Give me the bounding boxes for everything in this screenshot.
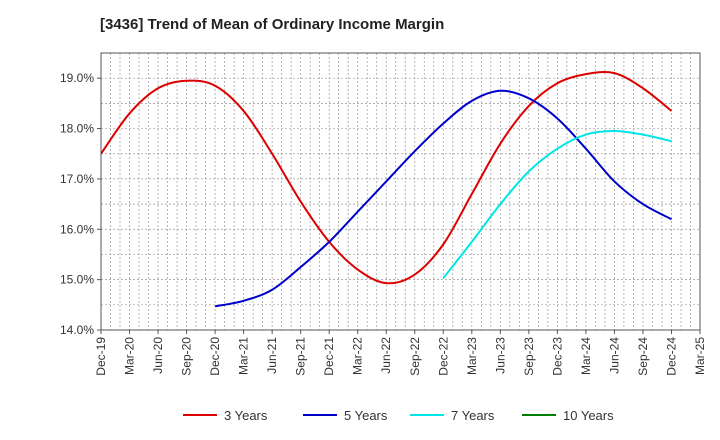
x-tick-label: Dec-19 <box>94 337 108 376</box>
legend-label-10-years: 10 Years <box>563 408 614 423</box>
x-tick-label: Sep-24 <box>636 337 650 376</box>
x-tick-label: Jun-22 <box>379 337 393 374</box>
x-tick-label: Mar-20 <box>123 337 137 375</box>
x-tick-label: Jun-23 <box>493 337 507 374</box>
y-tick-label: 17.0% <box>60 172 94 186</box>
y-tick-label: 19.0% <box>60 71 94 85</box>
x-tick-label: Dec-20 <box>208 337 222 376</box>
x-tick-label: Dec-23 <box>550 337 564 376</box>
series-lines <box>100 70 673 308</box>
x-tick-label: Dec-22 <box>436 337 450 376</box>
legend-label-3-years: 3 Years <box>224 408 268 423</box>
y-tick-label: 18.0% <box>60 122 94 136</box>
x-tick-label: Jun-24 <box>607 337 621 374</box>
legend: 3 Years 5 Years 7 Years 10 Years <box>183 408 614 423</box>
x-tick-label: Mar-24 <box>579 337 593 375</box>
axis-ticks: 14.0% 15.0% 16.0% 17.0% 18.0% 19.0% Dec-19 Mar-… <box>60 71 707 376</box>
series-line-7-years <box>442 130 672 279</box>
y-tick-label: 14.0% <box>60 323 94 337</box>
legend-label-7-years: 7 Years <box>451 408 495 423</box>
x-tick-label: Mar-21 <box>237 337 251 375</box>
x-tick-label: Sep-23 <box>522 337 536 376</box>
x-tick-label: Jun-21 <box>265 337 279 374</box>
y-tick-label: 16.0% <box>60 222 94 236</box>
x-tick-label: Dec-21 <box>322 337 336 376</box>
y-tick-label: 15.0% <box>60 273 94 287</box>
x-tick-label: Sep-22 <box>408 337 422 376</box>
gridlines <box>101 52 700 330</box>
series-line-5-years <box>214 89 672 308</box>
x-tick-label: Mar-22 <box>351 337 365 375</box>
x-tick-label: Sep-21 <box>294 337 308 376</box>
x-tick-label: Jun-20 <box>151 337 165 374</box>
x-tick-label: Dec-24 <box>664 337 678 376</box>
x-tick-label: Mar-25 <box>693 337 707 375</box>
legend-label-5-years: 5 Years <box>344 408 388 423</box>
x-tick-label: Mar-23 <box>465 337 479 375</box>
plot-area-border <box>100 52 701 331</box>
x-tick-label: Sep-20 <box>180 337 194 376</box>
series-line-3-years <box>100 70 673 285</box>
chart-title: [3436] Trend of Mean of Ordinary Income … <box>100 16 445 33</box>
